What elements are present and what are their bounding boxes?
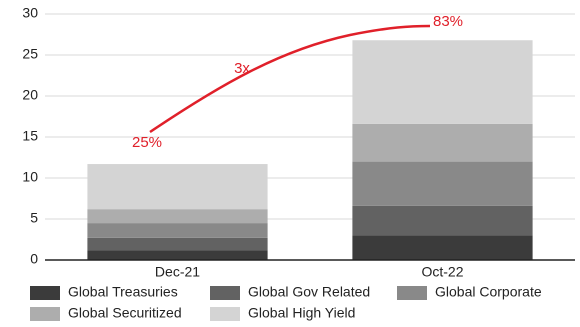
x-tick-label: Dec-21 (155, 264, 200, 280)
legend-label: Global High Yield (248, 305, 355, 321)
bar-segment (87, 250, 268, 260)
bar-segment (352, 235, 533, 260)
annotation: 3x (234, 60, 250, 77)
y-tick-label: 5 (30, 210, 38, 226)
x-tick-label: Oct-22 (421, 264, 463, 280)
legend-swatch (30, 307, 60, 321)
y-tick-label: 30 (22, 5, 38, 21)
bar-segment (87, 164, 268, 210)
bar-segment (352, 161, 533, 206)
legend-label: Global Securitized (68, 305, 182, 321)
annotation: 25% (132, 134, 162, 151)
bar-segment (87, 223, 268, 238)
legend-swatch (30, 286, 60, 300)
trend-curve (149, 24, 431, 134)
legend-swatch (210, 286, 240, 300)
y-tick-label: 25 (22, 46, 38, 62)
bar-segment (352, 40, 533, 124)
legend-swatch (210, 307, 240, 321)
y-tick-label: 20 (22, 87, 38, 103)
y-tick-label: 0 (30, 251, 38, 267)
legend-label: Global Corporate (435, 284, 542, 300)
y-tick-label: 15 (22, 128, 38, 144)
bar-segment (87, 237, 268, 251)
legend-label: Global Treasuries (68, 284, 178, 300)
legend-label: Global Gov Related (248, 284, 370, 300)
y-tick-label: 10 (22, 169, 38, 185)
legend-swatch (397, 286, 427, 300)
bar-segment (352, 205, 533, 236)
bar-segment (352, 123, 533, 162)
annotation: 83% (433, 13, 463, 30)
bar-segment (87, 209, 268, 224)
